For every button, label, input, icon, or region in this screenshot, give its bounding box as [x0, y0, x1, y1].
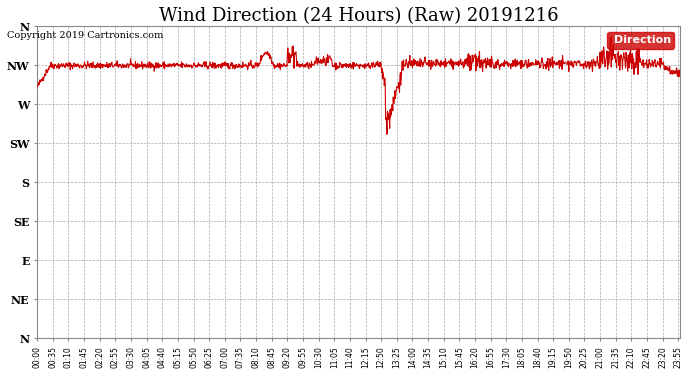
Title: Wind Direction (24 Hours) (Raw) 20191216: Wind Direction (24 Hours) (Raw) 20191216: [159, 7, 558, 25]
Text: Copyright 2019 Cartronics.com: Copyright 2019 Cartronics.com: [7, 30, 164, 39]
Legend: Direction: Direction: [607, 32, 675, 49]
